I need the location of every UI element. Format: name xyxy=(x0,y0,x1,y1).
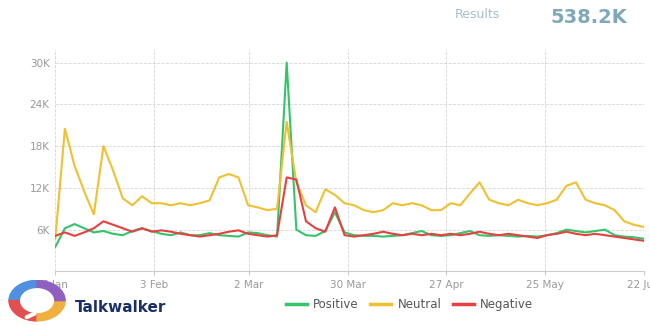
Wedge shape xyxy=(37,280,65,301)
Text: Talkwalker: Talkwalker xyxy=(75,300,166,315)
Text: 538.2K: 538.2K xyxy=(551,8,627,27)
Circle shape xyxy=(21,289,53,312)
Wedge shape xyxy=(37,301,65,321)
Wedge shape xyxy=(9,280,37,301)
Wedge shape xyxy=(9,301,37,321)
FancyArrowPatch shape xyxy=(27,314,34,317)
Legend: Positive, Neutral, Negative: Positive, Neutral, Negative xyxy=(281,293,538,316)
Text: Results: Results xyxy=(455,8,500,21)
